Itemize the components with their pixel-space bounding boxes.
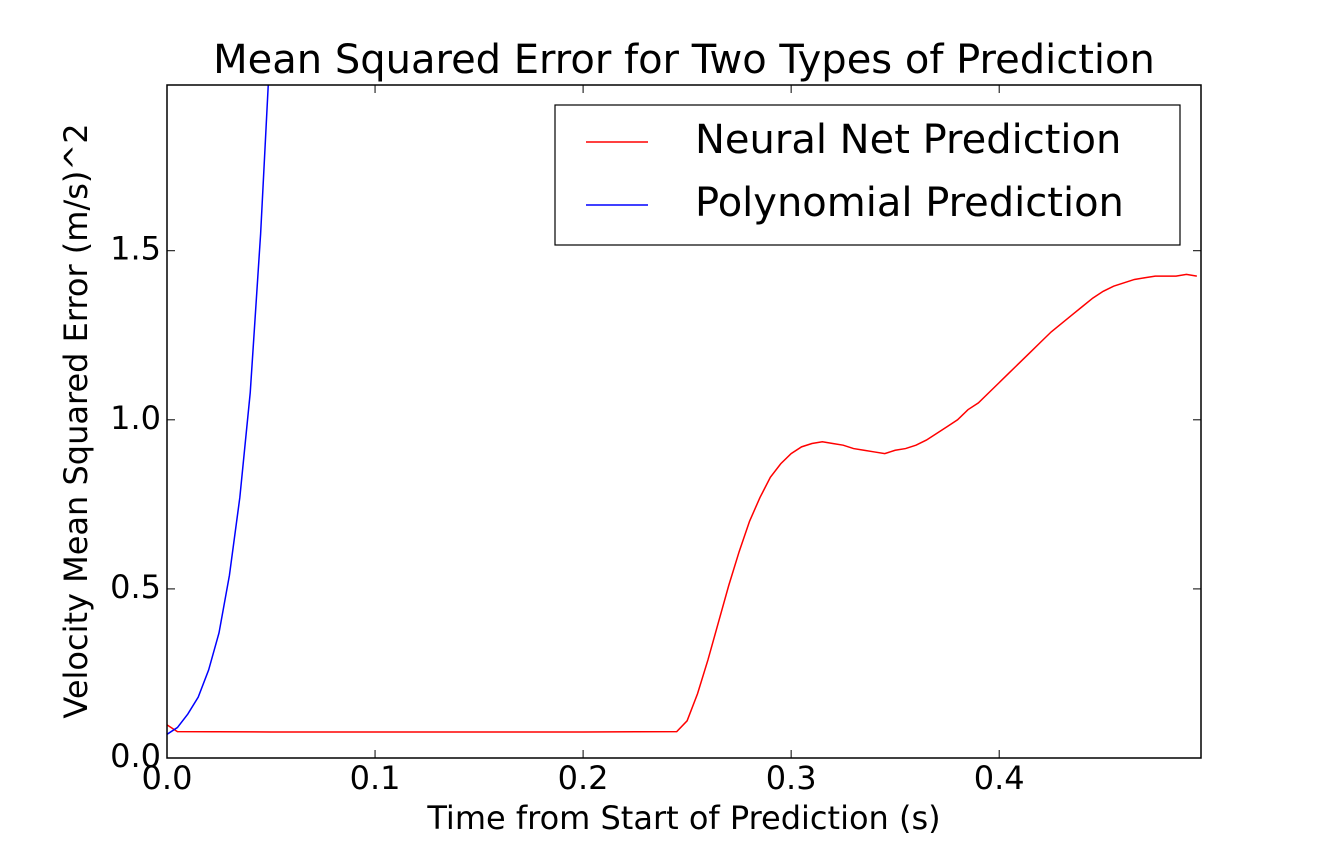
- plot-frame: [166, 84, 1202, 759]
- plot-area: [167, 85, 1197, 735]
- x-tick-label: 0.4: [974, 759, 1025, 797]
- legend-label: Polynomial Prediction: [695, 180, 1124, 226]
- y-tick-label: 1.0: [110, 399, 161, 437]
- legend-box: [554, 104, 1181, 246]
- x-tick-label: 0.0: [142, 759, 193, 797]
- x-axis-label: Time from Start of Prediction (s): [426, 799, 940, 837]
- legend-label: Neural Net Prediction: [695, 117, 1121, 163]
- chart-title: Mean Squared Error for Two Types of Pred…: [213, 37, 1155, 83]
- data-line: [167, 273, 1197, 733]
- y-tick-label: 0.0: [110, 737, 161, 775]
- x-tick-label: 0.3: [766, 759, 817, 797]
- x-tick-label: 0.1: [350, 759, 401, 797]
- y-axis-label: Velocity Mean Squared Error (m/s)^2: [57, 123, 95, 718]
- data-line: [167, 85, 270, 735]
- y-tick-label: 0.5: [110, 568, 161, 606]
- x-tick-label: 0.2: [558, 759, 609, 797]
- y-tick-label: 1.5: [110, 230, 161, 268]
